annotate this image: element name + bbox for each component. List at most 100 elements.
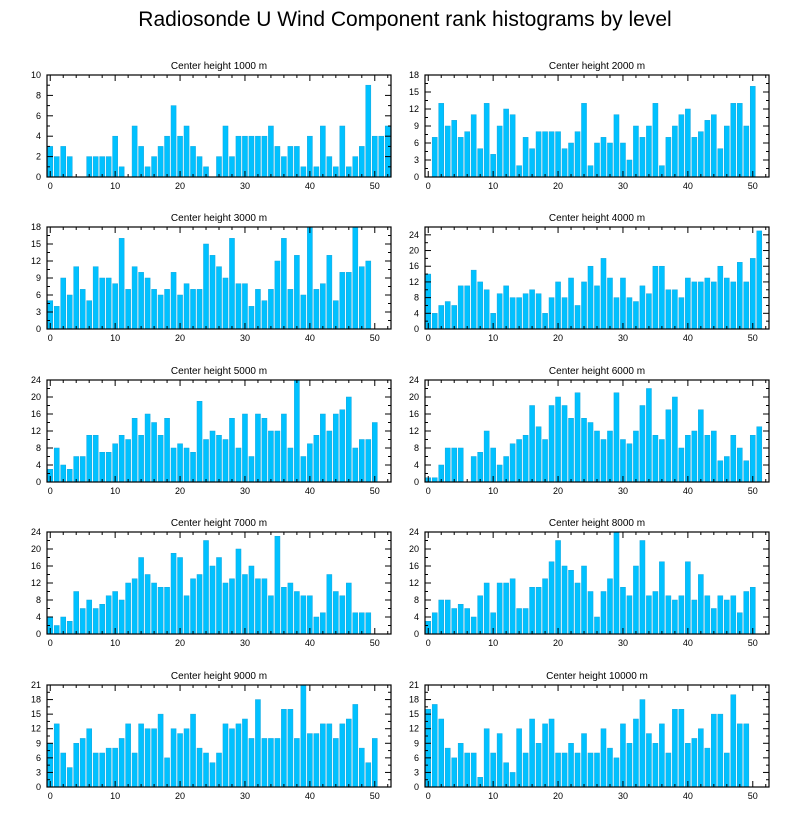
panel-10-title: Center height 10000 m (546, 671, 648, 682)
panel-8-bar (749, 587, 756, 635)
panel-7-bar (359, 612, 365, 635)
panel-10-bar (633, 718, 639, 788)
panel-6-bar (659, 439, 665, 483)
panel-6-bar (678, 447, 685, 483)
panel-9-bar (326, 723, 333, 788)
panel-6-bar (743, 460, 750, 483)
panel-1-bar (320, 125, 326, 178)
panel-4-xtick-label: 20 (553, 333, 563, 343)
panel-1-bar (151, 156, 157, 178)
panel-9-bar (235, 723, 242, 788)
panel-5-xtick-label: 0 (48, 486, 53, 496)
panel-5-bar (151, 422, 157, 483)
panel-4-bar (678, 297, 685, 330)
panel-3-bar (60, 277, 67, 330)
panel-2-bar (568, 142, 574, 178)
panel-8-bar (620, 587, 626, 635)
panel-3-bar (125, 289, 131, 330)
panel-8-bar (548, 561, 555, 635)
panel-7-bar (190, 578, 196, 635)
panel-10-bar (561, 752, 568, 788)
panel-2-bar (522, 137, 529, 178)
panel-1-bar (144, 166, 151, 178)
panel-8-bar (522, 608, 529, 635)
panel-4-xtick-label: 50 (748, 333, 758, 343)
panel-10-ytick-label: 0 (414, 782, 419, 792)
panel-8-bar (717, 595, 724, 635)
panel-10-ytick-label: 6 (414, 753, 419, 763)
panel-7-bar (170, 553, 177, 635)
panel-1-ytick-label: 6 (36, 111, 41, 121)
panel-4-bar (444, 301, 451, 330)
panel-10-bar (737, 723, 743, 788)
panel-1-bar (92, 156, 99, 178)
panel-4-bar (509, 297, 516, 330)
panel-10-bar (600, 728, 607, 788)
panel-5-bar (203, 439, 209, 483)
panel-4-ytick-label: 8 (414, 293, 419, 303)
panel-3-bar (53, 306, 60, 330)
panel-6-ytick-label: 8 (414, 443, 419, 453)
panel-2-bar (711, 114, 717, 178)
panel-10-bar (594, 752, 600, 788)
panel-9-xtick-label: 10 (110, 791, 120, 801)
panel-1-xtick-label: 10 (110, 181, 120, 191)
panel-4-bar (730, 281, 737, 330)
panel-5-bar (248, 456, 255, 483)
panel-5-bar (346, 396, 352, 483)
panel-9-bar (203, 752, 209, 788)
panel-10-bar (646, 733, 652, 788)
panel-9-bar (300, 684, 307, 788)
panel-6-bar (646, 388, 652, 483)
panel-7-bar (274, 536, 281, 635)
panel-7-bar (261, 578, 268, 635)
panel-4-bar (685, 277, 691, 330)
panel-2-bar (535, 131, 542, 178)
panel-5-bar (222, 439, 229, 483)
panel-4-bar (431, 313, 438, 330)
panel-9-bar (261, 738, 268, 788)
panel-2-ytick-label: 12 (409, 104, 419, 114)
panel-8-bar (678, 595, 685, 635)
panel-5-ytick-label: 12 (31, 426, 41, 436)
panel-4-ytick-label: 24 (409, 230, 419, 240)
panel-5-ytick-label: 8 (36, 443, 41, 453)
panel-4-bar (600, 258, 607, 330)
panel-8-bar (639, 540, 646, 635)
panel-9-bar (365, 762, 372, 788)
panel-3-bar (320, 283, 326, 330)
panel-3-bar (131, 266, 138, 330)
panel-8-bar (633, 565, 639, 635)
panel-9-title: Center height 9000 m (171, 671, 267, 682)
panel-9-bar (352, 704, 359, 788)
panel-9-bar (333, 738, 339, 788)
panel-2-bar (464, 131, 470, 178)
panel-1-xtick-label: 30 (240, 181, 250, 191)
panel-2-bar (470, 114, 477, 178)
panel-8-bar (457, 604, 464, 635)
panel-2-bar (451, 120, 457, 178)
panel-2-bar (438, 103, 445, 178)
panel-10-bar (685, 743, 691, 788)
panel-6-xtick-label: 50 (748, 486, 758, 496)
panel-3-bar (307, 226, 313, 330)
panel-9-xtick-label: 0 (48, 791, 53, 801)
panel-1-bar (235, 135, 242, 178)
panel-3-ytick-label: 0 (36, 324, 41, 334)
panel-7-xtick-label: 50 (370, 638, 380, 648)
panel-2-bar (542, 131, 548, 178)
panel-1-title: Center height 1000 m (171, 61, 267, 72)
panel-3-bar (359, 266, 365, 330)
panel-10-bar (444, 747, 451, 788)
panel-8-bar (535, 587, 542, 635)
panel-1-bar (118, 166, 125, 178)
panel-5-bar (326, 430, 333, 483)
panel-5-bar (274, 430, 281, 483)
panel-7-bar (53, 625, 60, 635)
panel-5-bar (190, 452, 196, 483)
panel-4-xtick-label: 40 (683, 333, 693, 343)
panel-1-bar (131, 125, 138, 178)
panel-9-bar (339, 723, 346, 788)
panel-8-xtick-label: 50 (748, 638, 758, 648)
panel-3-bar (86, 300, 92, 330)
